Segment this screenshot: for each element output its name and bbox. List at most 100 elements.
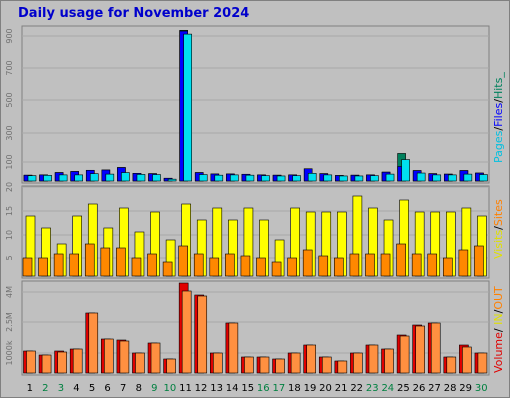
out-bar [353,352,363,374]
volume-tick-label: 1000k [5,340,14,365]
visits-sites-tick-label: 15 [5,206,14,216]
day-label: 10 [164,383,177,394]
legend-entry: OUT [492,286,505,310]
legend-entry: IN [492,313,505,328]
panel-hits-files-pages: 100 300 500 700 900 [5,25,490,184]
day-label: 27 [428,383,441,394]
sites-bar [380,253,391,277]
sites-bar [22,257,33,277]
sites-bar [349,253,360,277]
pages-bar [463,173,473,182]
out-bar [290,352,301,374]
pages-bar [432,174,442,182]
pages-bar [307,173,317,182]
sites-bar [427,253,438,277]
sites-bar [162,261,173,277]
sites-bar [318,255,329,277]
legend-visits-sites: Visits/Sites [492,199,505,259]
hits-files-pages-tick-label: 500 [5,92,14,107]
day-label: 16 [257,383,270,394]
pages-bar [385,173,395,182]
pages-bar [276,175,286,182]
out-bar [477,352,488,374]
pages-bar [261,175,270,182]
legend-entry: / [492,328,505,332]
pages-bar [167,178,177,182]
sites-bar [116,247,126,277]
legend-entry: / [492,226,505,230]
day-label: 26 [413,383,426,394]
panel-volume: 1000k 2.5M 4M [5,280,490,376]
out-bar [88,312,99,374]
sites-bar [287,257,297,277]
day-label: 7 [120,383,126,394]
pages-bar [136,174,146,182]
day-label: 1 [27,383,33,394]
day-label: 24 [381,383,394,394]
day-label: 9 [151,383,157,394]
legend-entry: Hits_ [492,72,505,99]
out-bar [306,344,317,374]
pages-bar [89,173,99,182]
day-label: 30 [475,383,488,394]
day-label: 2 [42,383,48,394]
pages-bar [183,33,192,182]
sites-bar [100,247,111,277]
day-label: 21 [335,383,348,394]
pages-bar [401,159,410,182]
day-label: 12 [195,383,208,394]
out-bar [259,356,270,374]
sites-bar [193,253,204,277]
out-bar [399,335,410,374]
out-bar [213,352,223,374]
out-bar [41,354,52,374]
day-label: 4 [73,383,79,394]
pages-bar [214,174,224,182]
sites-bar [474,245,484,277]
out-bar [337,360,348,374]
pages-bar [105,173,115,182]
visits-sites-plot-area [21,185,490,279]
out-bar [119,340,130,374]
sites-bar [178,245,188,277]
out-bar [415,325,425,374]
out-bar [72,348,83,374]
out-bar [368,344,379,374]
pages-bar [447,174,457,182]
legend-entry: Visits [492,230,505,259]
pages-bar [121,172,130,182]
panel-visits-sites: 5 10 15 20 [5,182,490,279]
volume-tick-label: 4M [5,286,14,298]
sites-bar [84,243,95,277]
out-bar [446,356,457,374]
pages-bar [198,174,208,182]
legend-hits-files-pages: Pages/Files/Hits_ [492,72,505,163]
sites-bar [365,253,375,277]
day-label: 14 [226,383,239,394]
hits-files-pages-tick-label: 700 [5,60,14,75]
pages-bar [354,175,364,182]
sites-bar [411,253,422,277]
day-label: 11 [179,383,192,394]
legend-entry: / [492,99,505,103]
out-bar [244,356,254,374]
legend-entry: / [492,127,505,131]
sites-bar [256,257,266,277]
hits-files-pages-plot-area [21,25,490,184]
out-bar [197,295,208,374]
out-bar [166,358,176,374]
day-label: 19 [304,383,317,394]
pages-bar [58,174,68,182]
day-label: 15 [241,383,254,394]
sites-bar [225,253,235,277]
sites-bar [271,261,282,277]
out-bar [26,350,36,374]
sites-bar [458,249,469,277]
out-bar [275,358,285,374]
day-label: 5 [89,383,95,394]
sites-bar [147,253,157,277]
pages-bar [245,174,255,182]
day-label: 18 [288,383,301,394]
visits-sites-tick-label: 10 [5,230,14,240]
out-bar [462,346,472,374]
